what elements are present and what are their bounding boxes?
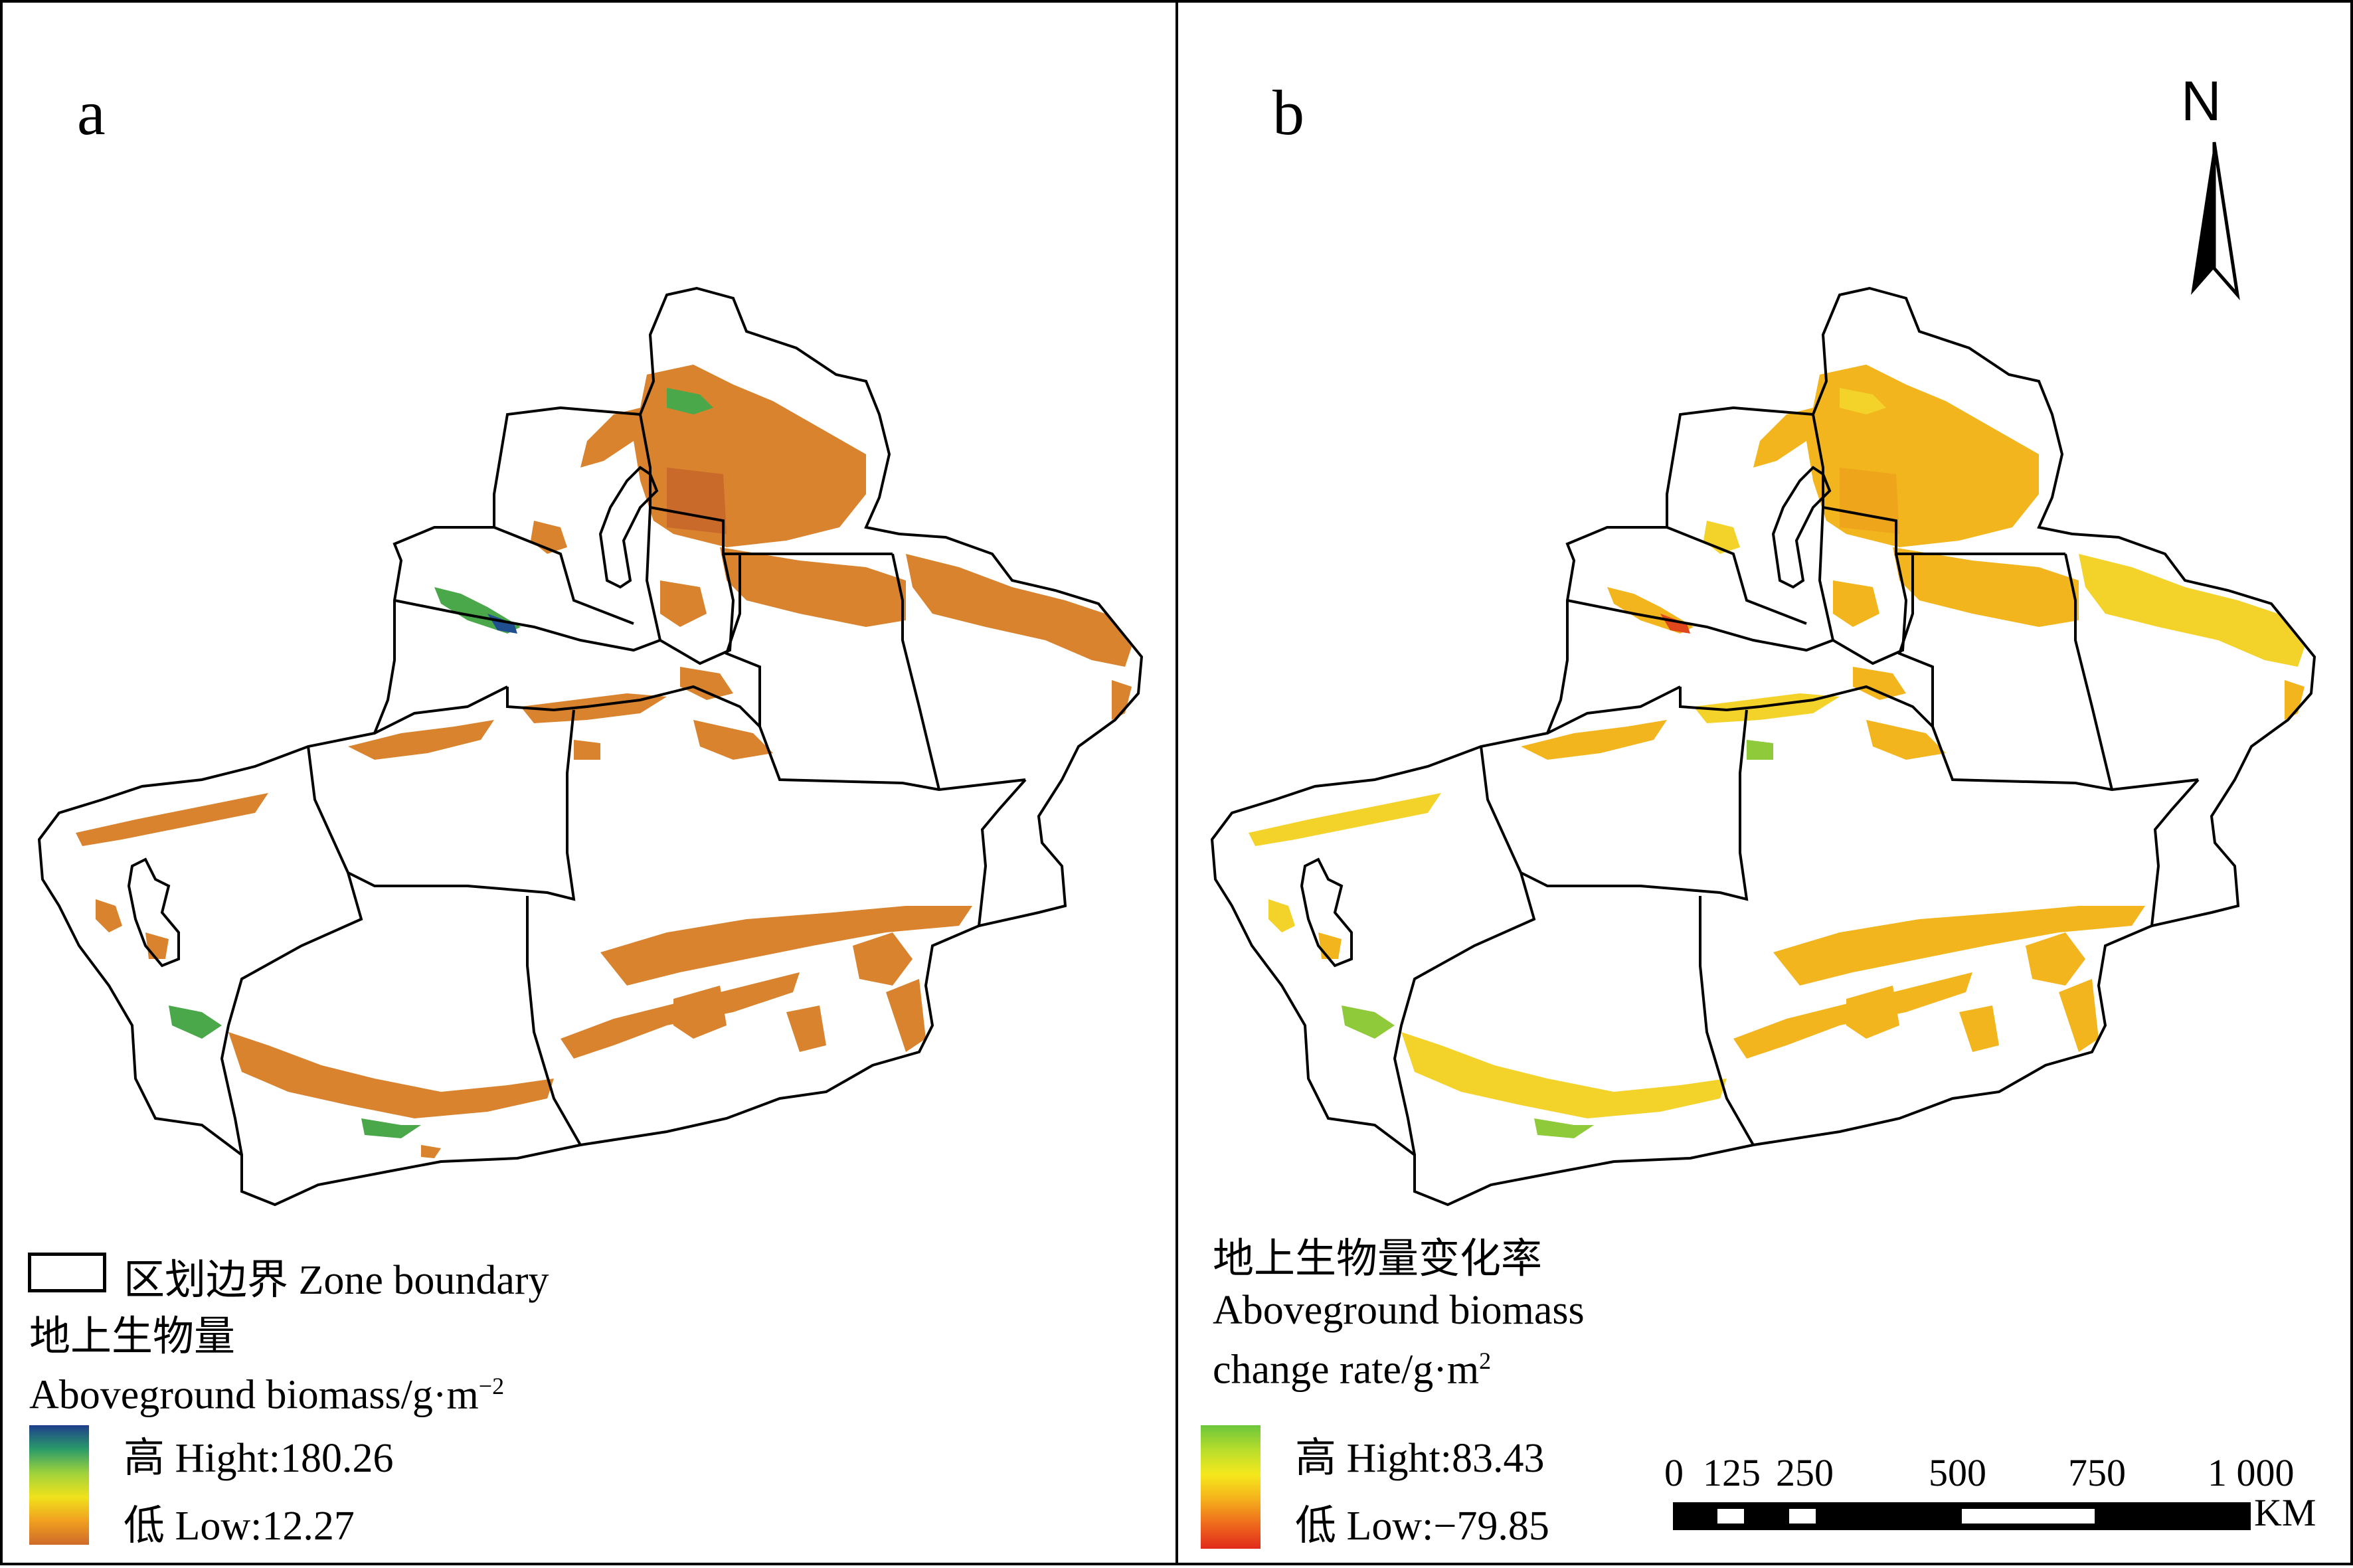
scale-tick-label: 1 000 xyxy=(2208,1451,2295,1494)
legend-title-en-2: change rate/g·m2 xyxy=(1213,1347,1492,1393)
panel-b: b xyxy=(1178,0,2353,1565)
legend-high-label: 高 Hight:83.43 xyxy=(1295,1436,1545,1481)
xinjiang-map-change-rate xyxy=(1211,141,2316,1530)
xinjiang-map-biomass xyxy=(38,287,1143,1206)
scale-tick-label: 250 xyxy=(1776,1451,1834,1494)
scale-tick-label: 500 xyxy=(1929,1451,1986,1494)
legend-title-cn: 地上生物量 xyxy=(29,1314,236,1359)
biomass-patches xyxy=(76,365,1132,1158)
panel-a: a xyxy=(0,0,1178,1565)
change-rate-color-ramp xyxy=(1201,1425,1261,1549)
scale-tick-label: 750 xyxy=(2068,1451,2126,1494)
scale-bar xyxy=(1673,1502,2251,1530)
scale-tick-label: 0 xyxy=(1664,1451,1684,1494)
panel-letter: a xyxy=(77,77,106,148)
legend-low-label: 低 Low:12.27 xyxy=(124,1504,355,1549)
legend-title-cn: 地上生物量变化率 xyxy=(1213,1237,1543,1282)
scale-unit: KM xyxy=(2254,1491,2316,1534)
zone-boundary-swatch xyxy=(28,1253,106,1292)
panel-letter: b xyxy=(1272,77,1304,148)
legend-low-label: 低 Low:−79.85 xyxy=(1295,1504,1549,1549)
legend-title-en: Aboveground biomass/g·m−2 xyxy=(29,1372,505,1418)
north-label: N xyxy=(2181,70,2222,132)
biomass-color-ramp xyxy=(29,1425,89,1545)
legend-title-en-1: Aboveground biomass xyxy=(1213,1288,1585,1333)
legend-high-label: 高 Hight:180.26 xyxy=(124,1436,394,1481)
north-arrow-icon xyxy=(2191,141,2240,301)
zone-boundary-label: 区划边界 Zone boundary xyxy=(124,1258,549,1303)
change-rate-patches xyxy=(1249,365,2305,1138)
scale-tick-label: 125 xyxy=(1703,1451,1761,1494)
